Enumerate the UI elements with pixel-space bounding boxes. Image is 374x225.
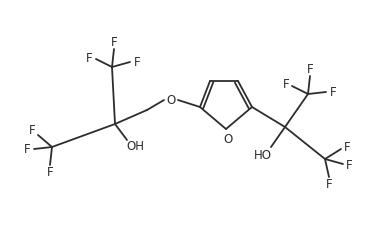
Text: F: F (111, 36, 117, 49)
Text: F: F (24, 143, 30, 156)
Text: O: O (223, 133, 233, 146)
Text: F: F (29, 124, 35, 137)
Text: F: F (330, 86, 336, 99)
Text: F: F (47, 166, 53, 179)
Text: OH: OH (126, 140, 144, 153)
Text: F: F (283, 78, 289, 91)
Text: F: F (134, 56, 140, 69)
Text: HO: HO (254, 149, 272, 162)
Text: O: O (166, 94, 176, 107)
Text: F: F (326, 178, 332, 191)
Text: F: F (307, 63, 313, 76)
Text: F: F (346, 159, 352, 172)
Text: F: F (86, 52, 92, 65)
Text: F: F (344, 141, 350, 154)
